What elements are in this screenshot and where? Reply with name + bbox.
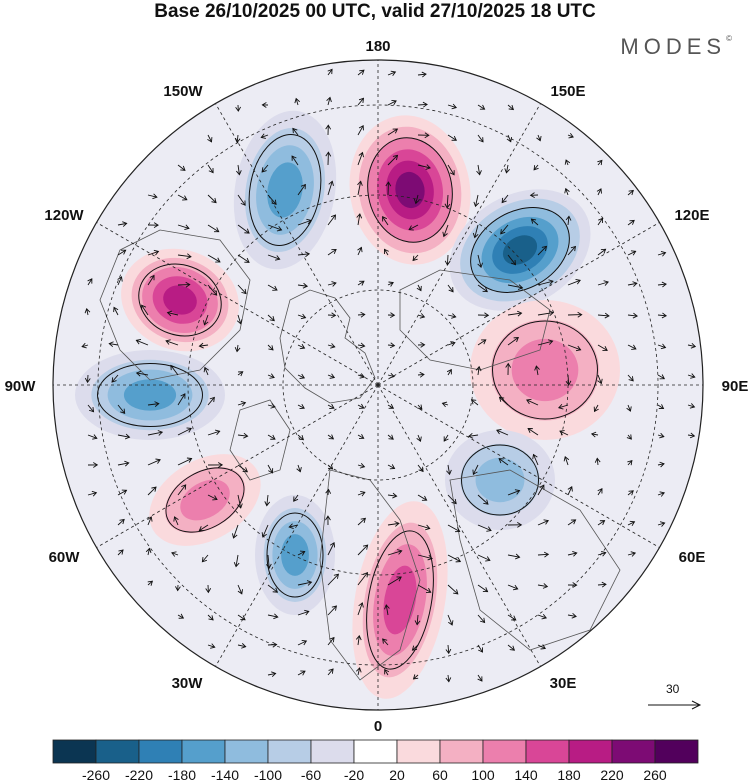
anomaly-negative-southwest [255, 495, 335, 615]
vector-scale-arrow [648, 700, 702, 710]
lon-label-120w: 120W [44, 207, 84, 224]
lon-label-60w: 60W [49, 549, 81, 566]
brand-logo: MODES© [620, 34, 732, 60]
colorbar-swatch [52, 739, 97, 764]
coastlines [99, 229, 621, 681]
colorbar-swatch [568, 739, 613, 764]
colorbar-tick-label: -60 [301, 767, 321, 783]
wind-vectors [81, 68, 697, 683]
colorbar-tick-label: -140 [211, 767, 239, 783]
brand-name: MODES [620, 34, 727, 59]
colorbar-tick-label: 20 [389, 767, 405, 783]
vector-scale-label: 30 [666, 682, 680, 696]
colorbar-tick-label: 140 [514, 767, 538, 783]
colorbar-swatch [95, 739, 140, 764]
colorbar-tick-label: 100 [471, 767, 495, 783]
lon-label-90w: 90W [5, 378, 37, 395]
anomaly-positive-east [470, 300, 620, 440]
lon-label-0: 0 [374, 718, 382, 735]
colorbar-tick-label: -260 [82, 767, 110, 783]
lon-label-60e: 60E [679, 549, 706, 566]
lon-label-30e: 30E [550, 675, 577, 692]
colorbar-tick-label: 260 [643, 767, 667, 783]
lon-label-30w: 30W [172, 675, 204, 692]
anomaly-positive-west [121, 248, 239, 352]
brand-mark: © [726, 34, 732, 43]
colorbar-tick-label: 220 [600, 767, 624, 783]
colorbar-tick-label: -100 [254, 767, 282, 783]
colorbar-tick-label: -180 [168, 767, 196, 783]
colorbar-swatch [654, 739, 699, 764]
lon-label-180: 180 [365, 38, 390, 55]
anomaly-layer [75, 110, 620, 699]
anomaly-negative-northeast [449, 189, 591, 311]
colorbar: -260 -220 -180 -140 -100 -60 -20 20 60 100 140 180 2… [52, 739, 699, 783]
colorbar-swatch [181, 739, 226, 764]
lon-label-90e: 90E [722, 378, 749, 395]
colorbar-swatch [353, 739, 398, 764]
colorbar-swatch [396, 739, 441, 764]
colorbar-swatch [267, 739, 312, 764]
colorbar-swatch [138, 739, 183, 764]
colorbar-swatch [310, 739, 355, 764]
colorbar-swatch [611, 739, 656, 764]
graticule [53, 60, 703, 710]
colorbar-tick-label: 60 [432, 767, 448, 783]
map-border [52, 59, 704, 711]
colorbar-tick-label: 180 [557, 767, 581, 783]
colorbar-swatch [224, 739, 269, 764]
colorbar-tick-label: -220 [125, 767, 153, 783]
colorbar-swatch [439, 739, 484, 764]
colorbar-swatch [482, 739, 527, 764]
anomaly-negative-southeast [445, 430, 555, 530]
map-title: Base 26/10/2025 00 UTC, valid 27/10/2025… [154, 1, 596, 22]
lon-label-150e: 150E [550, 83, 585, 100]
colorbar-swatch [525, 739, 570, 764]
anomaly-negative-west [75, 350, 225, 440]
lon-label-150w: 150W [163, 83, 203, 100]
lon-label-120e: 120E [674, 207, 709, 224]
colorbar-tick-label: -20 [344, 767, 364, 783]
